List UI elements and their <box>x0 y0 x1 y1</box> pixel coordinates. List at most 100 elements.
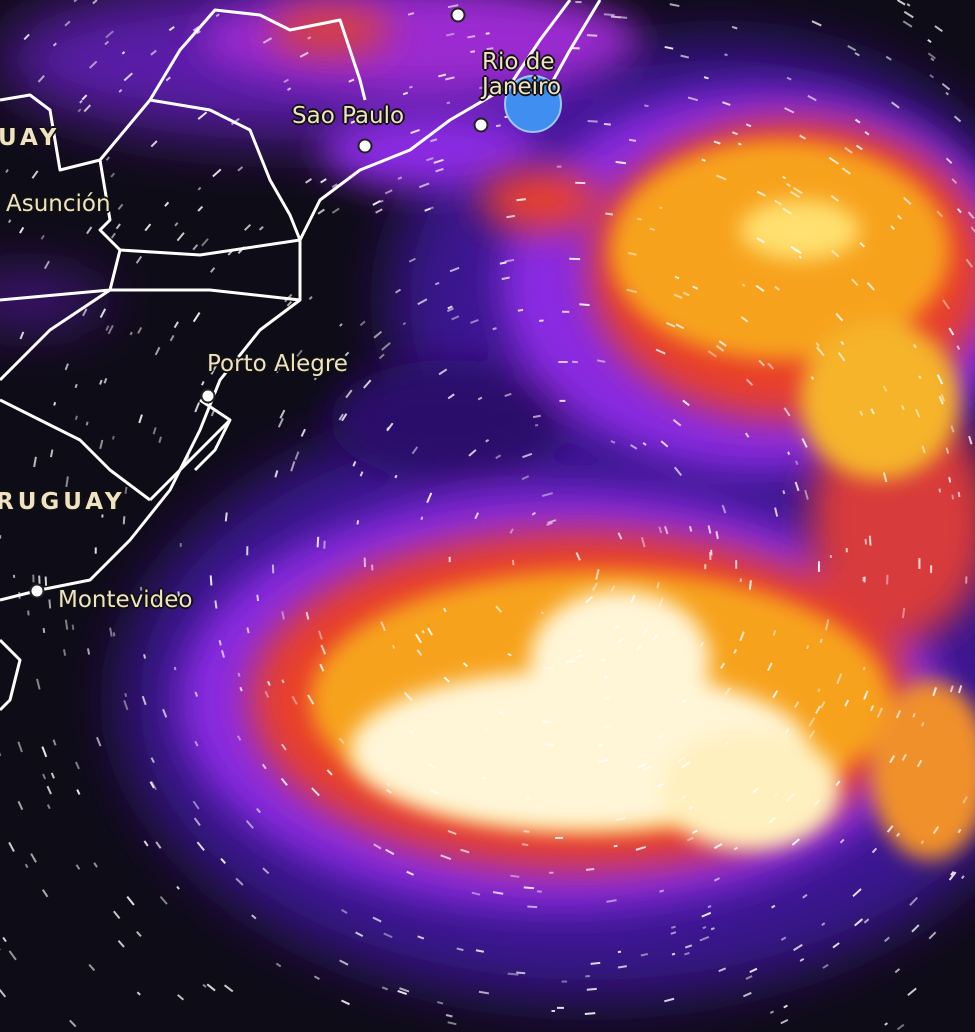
wind-particle <box>673 466 683 477</box>
wind-particle <box>300 428 306 437</box>
wind-particle <box>24 863 29 869</box>
wind-particle <box>932 687 938 697</box>
wind-particle <box>811 20 822 27</box>
wind-particle <box>869 705 875 712</box>
wind-particle <box>820 701 826 709</box>
wind-particle <box>780 1018 789 1025</box>
wind-particle <box>756 190 766 197</box>
wind-particle <box>380 199 384 203</box>
wind-particle <box>771 904 776 909</box>
wind-particle <box>912 713 916 718</box>
wind-particle <box>606 899 617 903</box>
wind-particle <box>37 75 45 83</box>
wind-particle <box>421 630 425 634</box>
city-dot-rio[interactable] <box>473 117 489 133</box>
wind-particle <box>745 123 752 128</box>
wind-particle <box>936 374 944 385</box>
wind-particle <box>197 205 204 212</box>
current-location-marker[interactable] <box>504 75 562 133</box>
city-dot-sao-paulo[interactable] <box>357 138 373 154</box>
wind-particle <box>399 987 410 993</box>
wind-particle <box>331 183 338 189</box>
country-label-uruguay: RUGUAY <box>0 489 126 515</box>
wind-particle <box>687 96 699 102</box>
wind-particle <box>111 435 115 440</box>
wind-particle <box>948 476 952 483</box>
wind-particle <box>165 76 171 82</box>
wind-particle <box>256 594 260 602</box>
wind-particle <box>359 471 364 477</box>
wind-particle <box>19 226 25 234</box>
wind-particle <box>339 959 349 966</box>
wind-particle <box>670 931 677 935</box>
wind-particle <box>619 16 628 19</box>
wind-particle <box>876 707 883 718</box>
wind-particle <box>851 278 859 287</box>
wind-particle <box>886 825 894 833</box>
wind-particle <box>112 632 116 637</box>
city-dot-montevideo[interactable] <box>29 583 45 599</box>
wind-particle <box>783 407 791 417</box>
wind-particle <box>447 4 459 9</box>
wind-particle <box>426 157 434 162</box>
wind-particle <box>895 710 902 719</box>
wind-particle <box>680 54 690 59</box>
wind-particle <box>294 451 300 461</box>
wind-particle <box>287 87 292 91</box>
wind-particle <box>590 961 601 965</box>
wind-particle <box>956 345 961 350</box>
wind-particle <box>835 312 844 322</box>
wind-particle <box>951 494 955 500</box>
wind-particle <box>782 175 787 180</box>
wind-particle <box>664 997 675 1003</box>
wind-particle <box>434 281 440 286</box>
wind-particle <box>19 331 25 340</box>
wind-particle <box>176 885 180 890</box>
country-label-paraguay: UAY <box>0 125 61 151</box>
wind-particle <box>715 530 719 540</box>
wind-particle <box>836 673 843 685</box>
wind-particle <box>938 395 944 405</box>
wind-particle <box>345 389 353 399</box>
wind-particle <box>658 597 664 608</box>
wind-particle <box>504 392 512 398</box>
wind-particle <box>863 695 867 701</box>
wind-particle <box>177 994 185 1001</box>
wind-particle <box>193 817 201 826</box>
wind-particle <box>415 633 423 644</box>
wind-particle <box>913 344 917 349</box>
wind-particle <box>501 276 510 281</box>
wind-particle <box>115 223 121 230</box>
wind-particle <box>950 425 955 433</box>
borders <box>0 0 602 712</box>
wind-particle <box>884 936 890 943</box>
wind-particle <box>852 888 862 898</box>
wind-particle <box>516 971 526 975</box>
wind-particle <box>446 307 454 313</box>
wind-particle <box>575 552 581 561</box>
city-dot-unnamed[interactable] <box>450 7 466 23</box>
wind-particle <box>410 129 420 135</box>
wind-particle <box>575 654 584 659</box>
wind-particle <box>483 728 488 732</box>
wind-particle <box>326 769 333 776</box>
wind-particle <box>953 115 962 123</box>
wind-particle <box>635 845 647 851</box>
wind-particle <box>144 223 152 232</box>
wind-particle <box>744 432 750 438</box>
city-dot-porto-alegre[interactable] <box>200 388 216 404</box>
wind-particle <box>870 408 875 415</box>
wind-particle <box>642 442 647 446</box>
wind-particle <box>630 594 636 604</box>
wind-particle <box>600 658 606 662</box>
wind-particle <box>791 838 800 846</box>
wind-particle <box>613 844 618 848</box>
wind-particle <box>841 167 851 175</box>
wind-particle <box>261 763 267 770</box>
wind-particle <box>584 1012 596 1015</box>
wind-particle <box>691 829 698 835</box>
wind-particle <box>81 94 88 101</box>
wind-particle <box>802 893 808 899</box>
wind-particle <box>748 580 752 590</box>
